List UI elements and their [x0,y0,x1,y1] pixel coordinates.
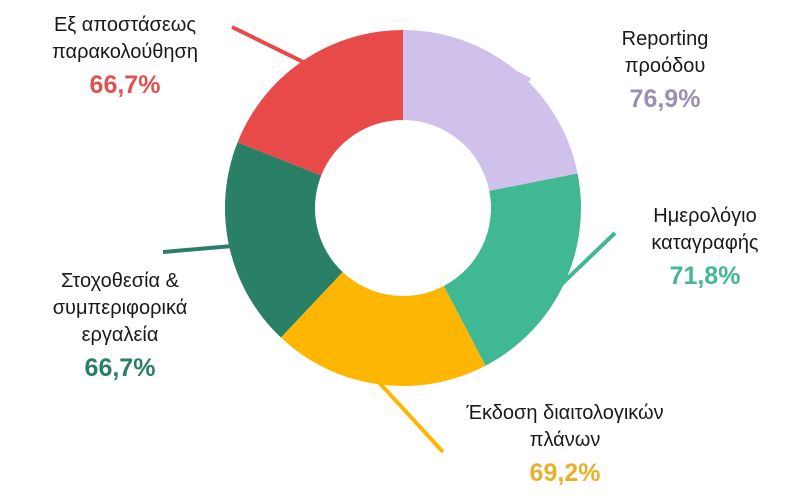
donut-slice [225,142,343,338]
label-name: Εξ αποστάσεως παρακολούθηση [52,14,198,63]
label-diary: Ημερολόγιο καταγραφής 71,8% [620,203,790,293]
label-name: Στοχοθεσία & συμπεριφορικά εργαλεία [52,270,188,346]
label-name: Έκδοση διαιτολογικών πλάνων [466,402,664,451]
donut-slice [280,272,486,386]
leader-line [513,70,531,82]
donut-slice [443,173,581,366]
label-diet-plans: Έκδοση διαιτολογικών πλάνων 69,2% [430,400,700,490]
label-goal-setting: Στοχοθεσία & συμπεριφορικά εργαλεία 66,7… [20,268,220,385]
label-name: Reporting προόδου [621,28,709,77]
label-value: 76,9% [629,85,701,113]
leader-line [162,244,232,254]
label-reporting: Reporting προόδου 76,9% [590,26,740,116]
leader-line [377,381,445,454]
leader-line [560,231,617,286]
label-value: 66,7% [84,354,156,382]
donut-slice [403,30,578,191]
donut-slice [237,30,403,176]
label-value: 69,2% [529,459,601,487]
leader-line [231,25,306,65]
label-value: 71,8% [669,262,741,290]
label-value: 66,7% [89,71,161,99]
label-remote-monitoring: Εξ αποστάσεως παρακολούθηση 66,7% [25,12,225,102]
label-name: Ημερολόγιο καταγραφής [651,205,759,254]
